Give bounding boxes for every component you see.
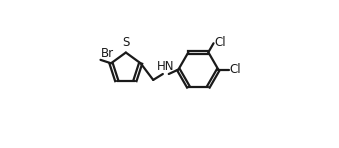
Text: Br: Br xyxy=(101,47,114,59)
Text: HN: HN xyxy=(157,60,175,73)
Text: Cl: Cl xyxy=(230,63,241,76)
Text: S: S xyxy=(122,36,129,49)
Text: Cl: Cl xyxy=(214,37,226,49)
